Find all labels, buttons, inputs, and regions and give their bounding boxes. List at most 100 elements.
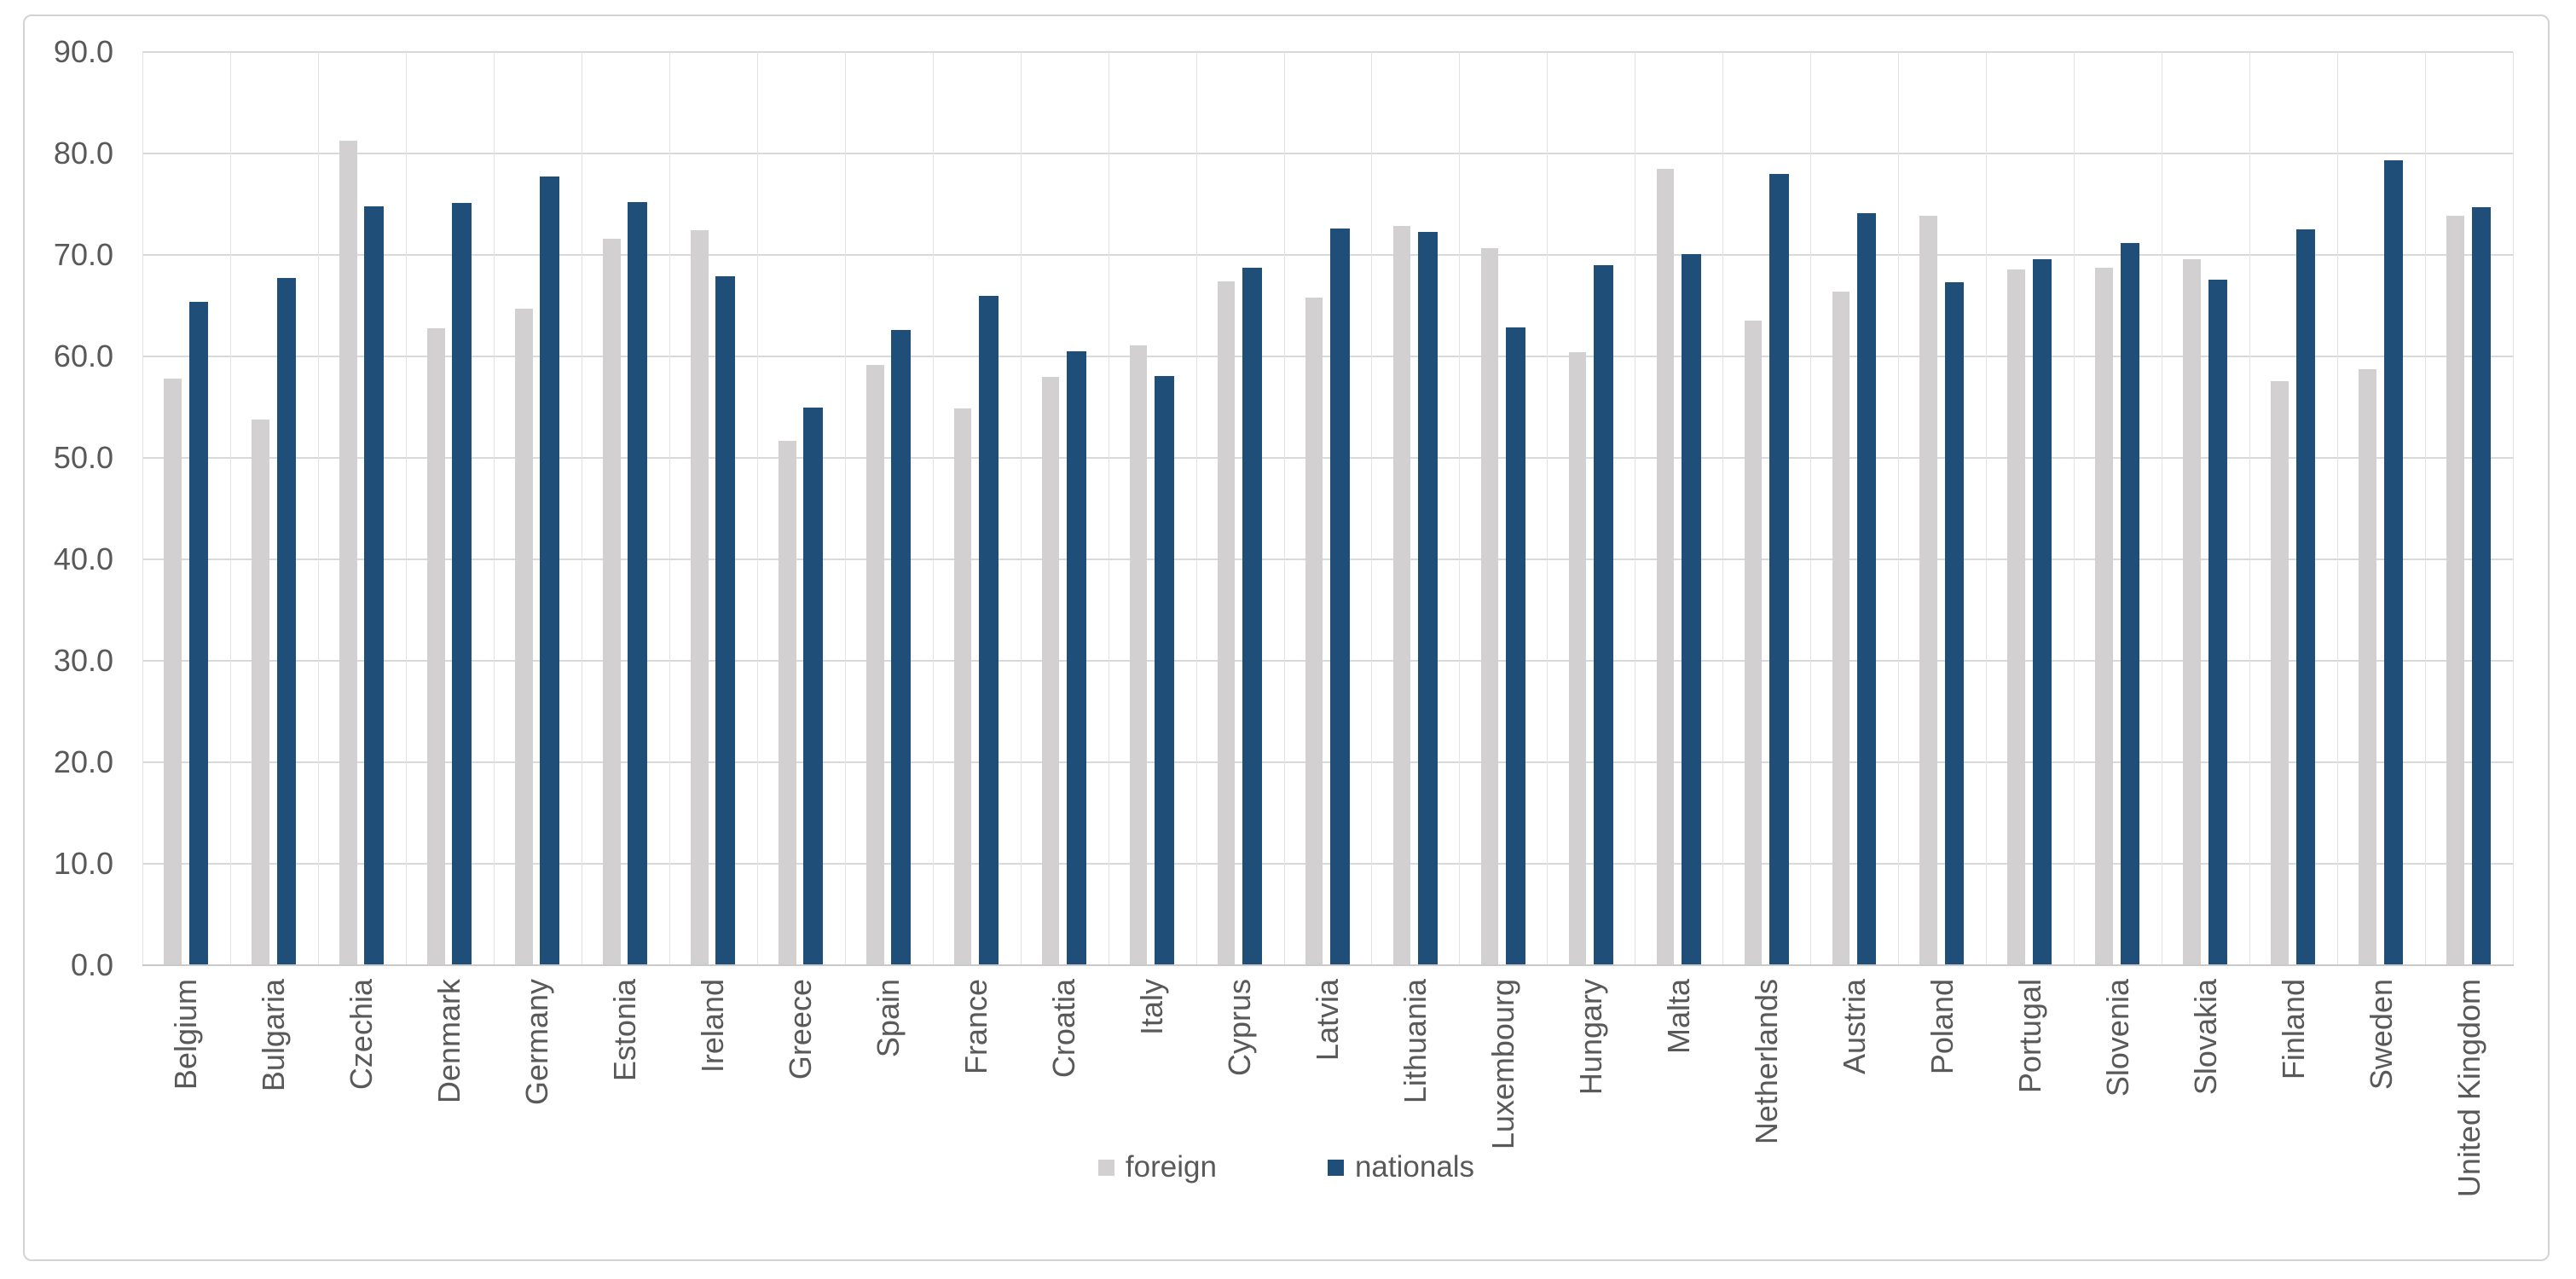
foreign-bar-latvia (1305, 297, 1323, 965)
category-cell-croatia (1021, 52, 1109, 965)
nationals-bar-italy (1155, 375, 1174, 965)
nationals-bar-luxembourg (1506, 327, 1525, 965)
y-tick-label-40.0: 40.0 (53, 541, 113, 576)
foreign-bar-sweden (2359, 369, 2376, 965)
nationals-bar-austria (1856, 213, 1877, 965)
v-gridline (2425, 52, 2427, 965)
y-tick-label-60.0: 60.0 (53, 339, 113, 373)
nationals-bar-ireland (715, 276, 735, 965)
h-gridline (142, 254, 2513, 256)
v-gridline (1986, 52, 1988, 965)
h-gridline (142, 761, 2513, 763)
v-gridline (1898, 52, 1900, 965)
category-cell-united-kingdom (2425, 52, 2513, 965)
category-cell-belgium (142, 52, 230, 965)
category-cell-france (933, 52, 1021, 965)
foreign-bar-united-kingdom (2446, 215, 2464, 965)
nationals-bar-united-kingdom (2471, 207, 2492, 965)
v-gridline (229, 52, 231, 965)
x-label-lithuania: Lithuania (1397, 979, 1433, 1104)
v-gridline (2513, 52, 2514, 965)
foreign-bar-estonia (603, 238, 621, 965)
foreign-bar-bulgaria (252, 419, 269, 965)
foreign-bar-italy (1129, 344, 1148, 965)
v-gridline (669, 52, 670, 965)
category-cell-slovakia (2162, 52, 2249, 965)
x-label-sweden: Sweden (2363, 979, 2399, 1091)
x-label-estonia: Estonia (607, 979, 643, 1082)
v-gridline (1020, 52, 1022, 965)
category-cell-poland (1898, 52, 1986, 965)
x-label-czechia: Czechia (344, 979, 379, 1091)
nationals-bar-sweden (2383, 160, 2404, 965)
x-label-malta: Malta (1660, 979, 1696, 1055)
nationals-bar-cyprus (1242, 268, 1262, 965)
h-gridline (142, 863, 2513, 865)
category-cell-portugal (1986, 52, 2074, 965)
category-cell-cyprus (1196, 52, 1284, 965)
x-label-slovakia: Slovakia (2187, 979, 2223, 1096)
v-gridline (2074, 52, 2075, 965)
h-gridline (142, 660, 2513, 662)
foreign-bar-netherlands (1744, 321, 1763, 965)
nationals-bar-germany (540, 177, 560, 965)
nationals-bar-slovakia (2208, 279, 2228, 965)
legend-label-foreign: foreign (1125, 1150, 1217, 1184)
x-axis-line (142, 964, 2514, 966)
foreign-bar-france (953, 408, 972, 965)
y-tick-label-0.0: 0.0 (70, 947, 113, 982)
x-label-poland: Poland (1924, 979, 1959, 1075)
x-label-greece: Greece (783, 979, 819, 1080)
y-tick-label-30.0: 30.0 (53, 643, 113, 678)
v-gridline (932, 52, 934, 965)
foreign-bar-slovenia (2095, 268, 2113, 965)
foreign-bar-hungary (1568, 352, 1587, 965)
x-label-ireland: Ireland (695, 979, 731, 1074)
nationals-bar-latvia (1330, 229, 1350, 965)
x-label-latvia: Latvia (1310, 979, 1345, 1062)
x-label-denmark: Denmark (431, 979, 467, 1104)
category-cell-sweden (2337, 52, 2425, 965)
foreign-bar-ireland (690, 230, 709, 965)
foreign-bar-portugal (2007, 269, 2026, 965)
foreign-bar-denmark (427, 327, 445, 965)
foreign-bar-finland (2271, 380, 2289, 965)
v-gridline (317, 52, 319, 965)
v-gridline (493, 52, 495, 965)
v-gridline (1283, 52, 1285, 965)
h-gridline (142, 558, 2513, 560)
x-label-belgium: Belgium (168, 979, 204, 1091)
nationals-bar-bulgaria (276, 278, 297, 965)
nationals-bar-belgium (188, 301, 209, 965)
foreign-bar-cyprus (1217, 281, 1236, 965)
h-gridline (142, 457, 2513, 459)
nationals-bar-greece (803, 407, 823, 965)
category-cell-greece (757, 52, 845, 965)
x-label-netherlands: Netherlands (1748, 979, 1784, 1145)
y-tick-label-70.0: 70.0 (53, 237, 113, 272)
x-label-slovenia: Slovenia (2099, 979, 2135, 1097)
y-tick-label-50.0: 50.0 (53, 440, 113, 475)
x-label-bulgaria: Bulgaria (256, 979, 292, 1092)
foreign-bar-poland (1919, 215, 1938, 965)
h-gridline (142, 356, 2513, 357)
y-tick-label-90.0: 90.0 (53, 34, 113, 69)
foreign-bar-croatia (1041, 376, 1060, 965)
category-cell-hungary (1547, 52, 1635, 965)
h-gridline (142, 153, 2513, 154)
category-cell-germany (494, 52, 582, 965)
nationals-bar-poland (1944, 282, 1965, 965)
nationals-bar-malta (1681, 253, 1701, 965)
foreign-bar-lithuania (1392, 225, 1411, 965)
category-cell-austria (1810, 52, 1898, 965)
nationals-bar-slovenia (2120, 242, 2140, 965)
category-cell-slovenia (2074, 52, 2162, 965)
v-gridline (2249, 52, 2251, 965)
legend-item-foreign: foreign (1097, 1150, 1217, 1184)
nationals-bar-denmark (452, 203, 472, 965)
legend-item-nationals: nationals (1327, 1150, 1474, 1184)
foreign-bar-luxembourg (1480, 247, 1499, 965)
x-label-croatia: Croatia (1046, 979, 1082, 1079)
foreign-bar-greece (778, 440, 796, 965)
nationals-bar-estonia (628, 202, 648, 965)
